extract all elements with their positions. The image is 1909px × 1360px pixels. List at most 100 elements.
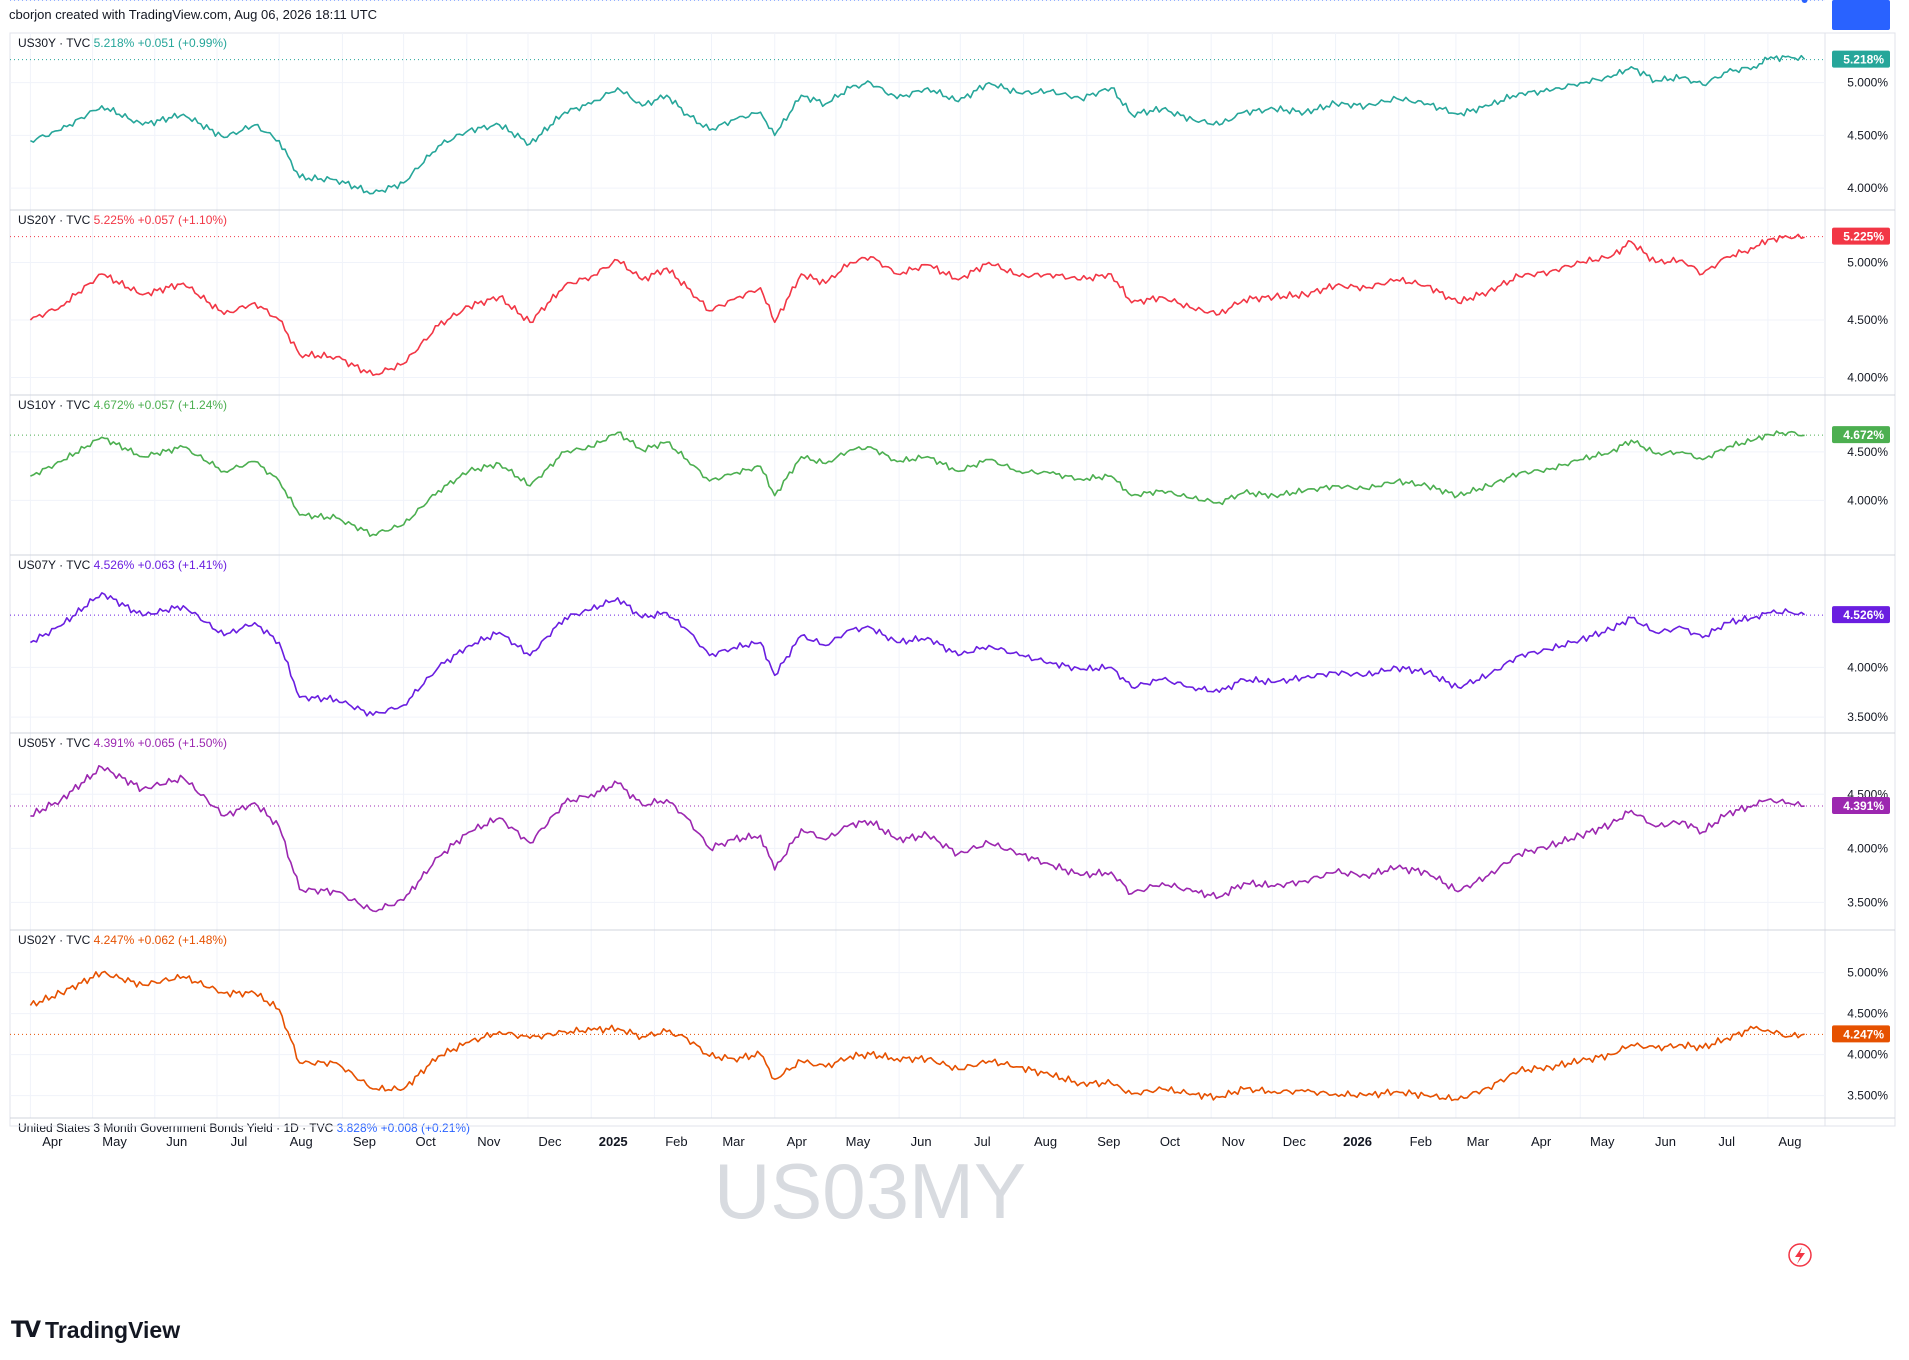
series-legend[interactable]: US05Y · TVC 4.391% +0.065 (+1.50%) bbox=[18, 736, 227, 750]
time-axis-tick: 2026 bbox=[1343, 1134, 1372, 1149]
tradingview-logo-icon: TV bbox=[11, 1318, 41, 1343]
time-axis-tick: Oct bbox=[1160, 1134, 1181, 1149]
time-axis-tick: Dec bbox=[538, 1134, 562, 1149]
time-axis-tick: Apr bbox=[787, 1134, 808, 1149]
time-axis-tick: Apr bbox=[42, 1134, 63, 1149]
time-axis-tick: Jun bbox=[1655, 1134, 1676, 1149]
time-axis-tick: Oct bbox=[415, 1134, 436, 1149]
price-axis-tick: 3.500% bbox=[1847, 1089, 1888, 1103]
chart-frame bbox=[9, 32, 1896, 1127]
price-axis-tick: 5.000% bbox=[1847, 966, 1888, 980]
time-axis-tick: Nov bbox=[1222, 1134, 1246, 1149]
last-price-label[interactable]: 4.526% bbox=[1832, 606, 1890, 624]
time-axis-tick: Aug bbox=[290, 1134, 313, 1149]
time-axis-tick: Jun bbox=[911, 1134, 932, 1149]
last-price-badge bbox=[1832, 797, 1890, 815]
time-axis-tick: Jul bbox=[974, 1134, 991, 1149]
price-axis-tick: 4.000% bbox=[1847, 660, 1888, 674]
time-axis-tick: Aug bbox=[1778, 1134, 1801, 1149]
bar-countdown: 03:18:02 bbox=[1839, 0, 1886, 3]
series-line[interactable] bbox=[29, 233, 1805, 376]
last-price-text: 3.828% bbox=[1843, 0, 1884, 3]
time-axis-tick: May bbox=[846, 1134, 871, 1149]
pane-3[interactable]: 4.000% 4.500% US10Y · TVC 4.672% +0.057 (+… bbox=[10, 394, 1895, 537]
last-price-label[interactable]: 3.828%03:18:02 bbox=[1832, 0, 1890, 30]
series-legend[interactable]: United States 3 Month Government Bonds Y… bbox=[18, 1121, 470, 1135]
chart-grid bbox=[9, 32, 1896, 1127]
price-axis-tick: 4.000% bbox=[1847, 371, 1888, 385]
time-axis-tick: May bbox=[102, 1134, 127, 1149]
legend-symbol: US07Y · TVC bbox=[18, 558, 94, 572]
pane-1[interactable]: 4.000% 4.500% 5.000% US30Y · TVC 5.218% +0.… bbox=[10, 36, 1890, 195]
series-legend[interactable]: US02Y · TVC 4.247% +0.062 (+1.48%) bbox=[18, 933, 227, 947]
time-axis[interactable]: Apr May Jun Jul Aug Sep Oct Nov Dec 2025 Feb Mar Apr… bbox=[10, 1125, 1895, 1267]
last-point-marker bbox=[1801, 0, 1808, 3]
price-axis-tick: 4.000% bbox=[1847, 1048, 1888, 1062]
series-line[interactable] bbox=[29, 592, 1806, 717]
price-axis-tick: 4.000% bbox=[1847, 493, 1888, 507]
price-axis-tick: 4.500% bbox=[1847, 1007, 1888, 1021]
pane-5[interactable]: 3.500%4.000%4.500%US05Y · TVC 4.391% +0.… bbox=[10, 732, 1895, 913]
last-price-badge bbox=[1832, 0, 1890, 30]
series-legend[interactable]: US20Y · TVC 5.225% +0.057 (+1.10%) bbox=[18, 213, 227, 227]
legend-symbol: US05Y · TVC bbox=[18, 736, 94, 750]
legend-last-value: 5.225% bbox=[94, 213, 138, 227]
pane-2[interactable]: 4.000% 4.500% 5.000% US20Y · TVC 5.225% +0.… bbox=[10, 209, 1895, 385]
pane-6[interactable]: 3.500% 4.000% 4.500% 5.000% US02Y · TVC 4.24… bbox=[10, 929, 1895, 1103]
last-price-text: 4.391% bbox=[1843, 799, 1884, 813]
last-price-label[interactable]: 4.672% bbox=[1832, 426, 1890, 444]
last-price-badge bbox=[1832, 50, 1890, 68]
series-line[interactable] bbox=[30, 54, 1806, 195]
last-price-badge bbox=[1832, 227, 1890, 245]
legend-last-value: 4.526% bbox=[94, 558, 138, 572]
series-line[interactable] bbox=[30, 430, 1805, 537]
price-axis-tick: 3.500% bbox=[1847, 710, 1888, 724]
legend-symbol: US10Y · TVC bbox=[18, 398, 94, 412]
legend-symbol: US02Y · TVC bbox=[18, 933, 94, 947]
price-axis-tick: 5.000% bbox=[1847, 256, 1888, 270]
series-line[interactable] bbox=[29, 970, 1805, 1102]
legend-last-value: 4.247% bbox=[94, 933, 138, 947]
time-axis-tick: Sep bbox=[353, 1134, 376, 1149]
series-legend[interactable]: US10Y · TVC 4.672% +0.057 (+1.24%) bbox=[18, 398, 227, 412]
last-price-label[interactable]: 5.225% bbox=[1832, 227, 1890, 245]
symbol-watermark: US03MY bbox=[714, 1147, 1026, 1235]
legend-last-value: 4.672% bbox=[94, 398, 138, 412]
legend-last-value: 3.828% bbox=[337, 1121, 381, 1135]
legend-last-value: 5.218% bbox=[94, 36, 138, 50]
last-price-label[interactable]: 4.247% bbox=[1832, 1025, 1890, 1043]
pane-7[interactable]: 4.000%4.500%5.000%5.500%United States 3 … bbox=[10, 0, 1895, 1135]
time-axis-tick: Apr bbox=[1531, 1134, 1552, 1149]
legend-symbol: United States 3 Month Government Bonds Y… bbox=[18, 1121, 337, 1135]
series-legend[interactable]: US07Y · TVC 4.526% +0.063 (+1.41%) bbox=[18, 558, 227, 572]
lightning-icon[interactable] bbox=[1788, 1243, 1812, 1267]
last-price-badge bbox=[1832, 426, 1890, 444]
tradingview-branding[interactable]: TV TradingView bbox=[11, 1317, 180, 1344]
time-axis-tick: May bbox=[1590, 1134, 1615, 1149]
series-line[interactable] bbox=[30, 765, 1805, 913]
series-legend[interactable]: US30Y · TVC 5.218% +0.051 (+0.99%) bbox=[18, 36, 227, 50]
last-price-text: 4.247% bbox=[1843, 1027, 1884, 1041]
legend-symbol: US30Y · TVC bbox=[18, 36, 94, 50]
brand-name: TradingView bbox=[45, 1317, 181, 1343]
legend-change: +0.051 (+0.99%) bbox=[138, 36, 227, 50]
last-price-label[interactable]: 4.391% bbox=[1832, 797, 1890, 815]
last-price-label[interactable]: 5.218% bbox=[1832, 50, 1890, 68]
time-axis-tick: Aug bbox=[1034, 1134, 1057, 1149]
legend-change: +0.065 (+1.50%) bbox=[138, 736, 227, 750]
price-axis-tick: 4.000% bbox=[1847, 841, 1888, 855]
time-axis-tick: Mar bbox=[722, 1134, 745, 1149]
time-axis-tick: 2025 bbox=[599, 1134, 628, 1149]
time-axis-tick: Jun bbox=[166, 1134, 187, 1149]
last-price-text: 5.218% bbox=[1843, 53, 1884, 67]
price-axis-tick: 4.500% bbox=[1847, 313, 1888, 327]
last-price-badge bbox=[1832, 1025, 1890, 1043]
legend-change: +0.057 (+1.24%) bbox=[138, 398, 227, 412]
legend-change: +0.062 (+1.48%) bbox=[138, 933, 227, 947]
pane-4[interactable]: 3.500% 4.000% US07Y · TVC 4.526% +0.063 (+… bbox=[10, 554, 1895, 724]
time-axis-tick: Sep bbox=[1097, 1134, 1120, 1149]
legend-change: +0.008 (+0.21%) bbox=[381, 1121, 470, 1135]
price-axis-tick: 5.000% bbox=[1847, 76, 1888, 90]
price-axis-tick: 4.000% bbox=[1847, 181, 1888, 195]
